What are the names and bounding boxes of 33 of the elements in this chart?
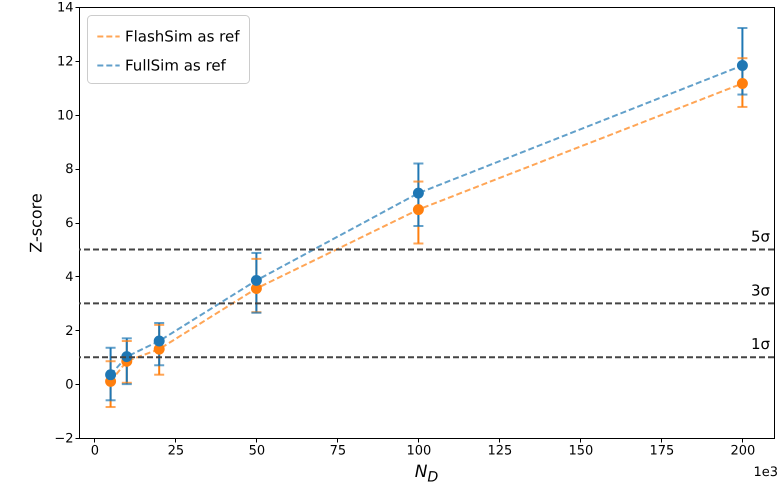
point — [154, 336, 165, 346]
point — [105, 369, 116, 380]
x-tick-label: 100 — [406, 444, 432, 458]
y-tick-label: 2 — [65, 324, 74, 339]
ref-line-label: 5σ — [750, 227, 770, 246]
y-tick-label: 12 — [56, 54, 74, 70]
y-tick-label: 8 — [65, 162, 74, 178]
x-tick-label: 75 — [330, 444, 346, 458]
ref-line-label: 3σ — [750, 281, 770, 300]
point — [736, 78, 748, 89]
legend-label: FlashSim as ref — [125, 28, 240, 46]
y-tick-label: 10 — [56, 108, 74, 124]
legend-label: FullSim as ref — [125, 56, 227, 74]
x-tick-label: 25 — [168, 444, 184, 458]
x-tick-label: 125 — [487, 444, 512, 458]
point — [412, 188, 424, 199]
x-axis-title: N$_{D}$ — [414, 462, 438, 486]
text: 1e3 — [753, 465, 777, 480]
x-tick-label: 50 — [248, 444, 266, 458]
ref-line-label: 1σ — [750, 335, 770, 354]
y-tick-label: −2 — [54, 432, 74, 446]
y-tick-label: 14 — [56, 0, 74, 16]
point — [412, 204, 424, 216]
x-tick-label: 0 — [90, 444, 100, 458]
x-tick-label: 200 — [730, 444, 756, 458]
point — [250, 274, 262, 286]
x-tick-label: 150 — [568, 444, 594, 458]
point — [736, 60, 748, 71]
y-tick-label: 4 — [65, 270, 74, 285]
y-axis-title: Z-score — [26, 193, 46, 253]
x-tick-label: 175 — [649, 444, 674, 458]
y-tick-label: 0 — [65, 378, 74, 393]
y-tick-label: 6 — [65, 216, 74, 231]
